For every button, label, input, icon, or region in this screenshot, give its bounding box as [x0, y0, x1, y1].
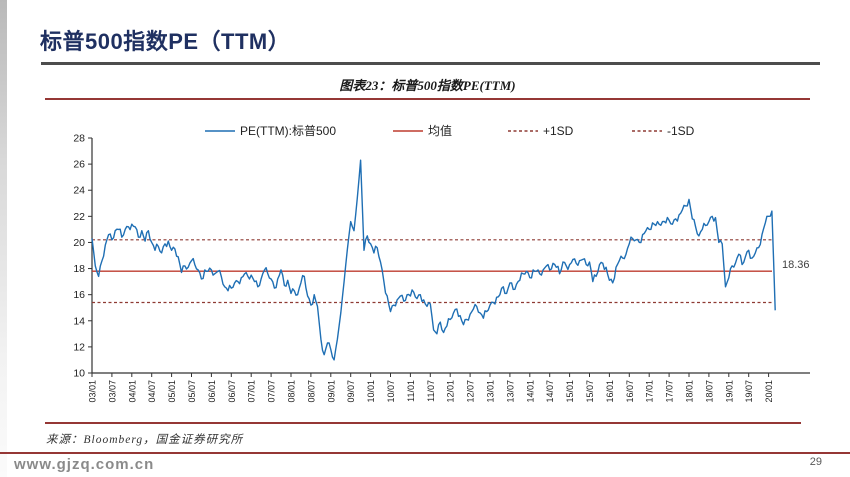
svg-text:18: 18 [73, 263, 85, 275]
svg-text:09/01: 09/01 [326, 380, 336, 403]
svg-text:10/07: 10/07 [386, 380, 396, 403]
svg-text:16: 16 [73, 289, 85, 301]
figure-caption: 图表23：标普500指数PE(TTM) [339, 78, 516, 93]
svg-text:18/07: 18/07 [704, 380, 714, 403]
svg-text:11/01: 11/01 [406, 380, 416, 402]
svg-text:10: 10 [73, 368, 85, 380]
pe-ttm-line-chart: 10 12 14 16 18 20 22 24 26 28 03/01 03/07 04/01 04/07… [73, 123, 810, 403]
svg-text:03/07: 03/07 [107, 380, 117, 403]
svg-text:09/07: 09/07 [346, 380, 356, 403]
watermark-url: www.gjzq.com.cn [14, 456, 155, 473]
legend-label-1: PE(TTM):标普500 [240, 124, 336, 138]
svg-text:16/07: 16/07 [625, 380, 635, 403]
axis-frame [91, 138, 810, 374]
svg-text:06/07: 06/07 [227, 380, 237, 403]
caption-divider [45, 98, 810, 100]
svg-text:13/07: 13/07 [505, 380, 515, 403]
source-divider [45, 422, 801, 424]
svg-text:12/01: 12/01 [446, 380, 456, 403]
svg-text:03/01: 03/01 [88, 380, 98, 403]
svg-text:19/07: 19/07 [744, 380, 754, 403]
svg-text:11/07: 11/07 [426, 380, 436, 402]
svg-text:18/01: 18/01 [685, 380, 695, 403]
svg-text:08/07: 08/07 [306, 380, 316, 403]
latest-value-label: 18.36 [782, 259, 810, 271]
svg-text:04/01: 04/01 [127, 380, 137, 403]
svg-text:17/01: 17/01 [645, 380, 655, 403]
svg-text:05/07: 05/07 [187, 380, 197, 403]
page-number: 29 [809, 456, 822, 468]
svg-text:22: 22 [73, 211, 85, 223]
svg-text:24: 24 [73, 185, 85, 197]
footer-divider [0, 452, 850, 454]
svg-text:08/01: 08/01 [287, 380, 297, 403]
svg-text:07/01: 07/01 [247, 380, 257, 403]
svg-text:04/07: 04/07 [147, 380, 157, 403]
slide-left-edge [0, 0, 7, 477]
svg-text:26: 26 [73, 159, 85, 171]
title-underline [41, 62, 820, 65]
svg-text:20/01: 20/01 [764, 380, 774, 403]
source-note: 来源：Bloomberg，国金证券研究所 [46, 434, 244, 446]
svg-text:06/01: 06/01 [207, 380, 217, 403]
svg-text:16/01: 16/01 [605, 380, 615, 403]
svg-text:17/07: 17/07 [665, 380, 675, 403]
svg-text:14/07: 14/07 [545, 380, 555, 403]
y-axis: 10 12 14 16 18 20 22 24 26 28 [73, 133, 92, 380]
svg-text:15/01: 15/01 [565, 380, 575, 403]
legend-label-2: 均值 [428, 123, 452, 138]
x-axis: 03/01 03/07 04/01 04/07 05/01 05/07 06/01 06/07… [88, 373, 774, 403]
svg-text:10/01: 10/01 [366, 380, 376, 403]
svg-text:12/07: 12/07 [466, 380, 476, 403]
svg-text:15/07: 15/07 [585, 380, 595, 403]
svg-text:07/07: 07/07 [267, 380, 277, 403]
svg-text:05/01: 05/01 [167, 380, 177, 403]
svg-text:19/01: 19/01 [724, 380, 734, 403]
svg-text:20: 20 [73, 237, 85, 249]
legend-label-3: +1SD [543, 124, 574, 138]
legend: PE(TTM):标普500 均值 +1SD -1SD [205, 123, 695, 138]
svg-text:28: 28 [73, 133, 85, 145]
svg-text:12: 12 [73, 341, 85, 353]
pe-line [91, 159, 776, 361]
svg-text:14/01: 14/01 [525, 380, 535, 403]
legend-label-4: -1SD [667, 124, 695, 138]
page-title: 标普500指数PE（TTM） [40, 29, 291, 54]
svg-text:14: 14 [73, 315, 85, 327]
chart-area: 10 12 14 16 18 20 22 24 26 28 03/01 03/07 04/01 04/07… [60, 112, 835, 412]
svg-text:13/01: 13/01 [486, 380, 496, 403]
